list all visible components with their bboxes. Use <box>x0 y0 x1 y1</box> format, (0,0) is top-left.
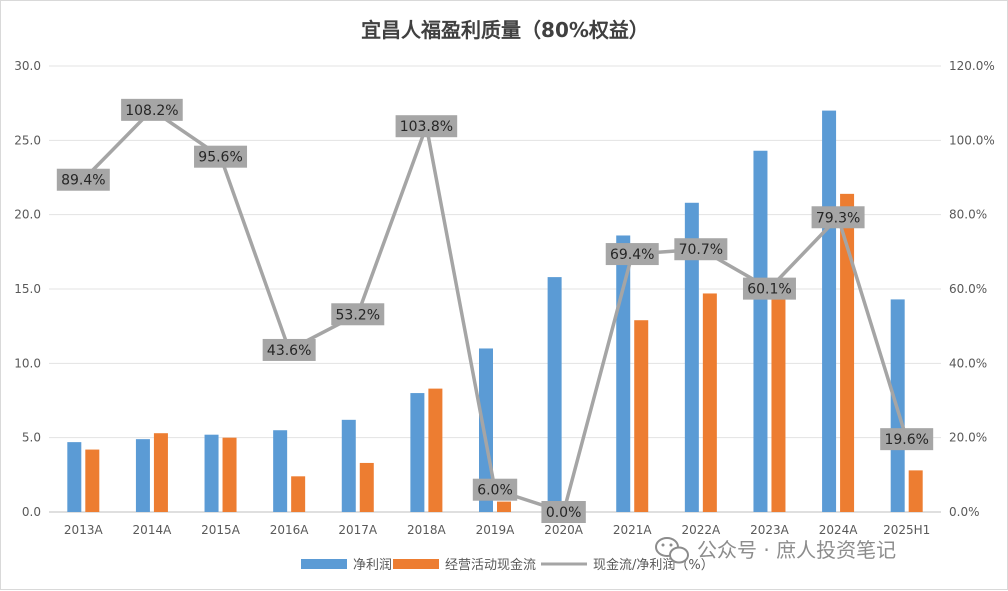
x-tick-label: 2014A <box>133 523 173 537</box>
x-tick-label: 2019A <box>476 523 516 537</box>
bar-net-profit <box>616 235 631 513</box>
ratio-label: 79.3% <box>816 210 860 226</box>
ratio-label-box <box>742 277 796 300</box>
x-tick-label: 2021A <box>613 523 653 537</box>
watermark-text: 公众号 · 庶人投资笔记 <box>697 538 896 562</box>
bar-operating-cashflow <box>222 437 237 512</box>
bar-net-profit <box>684 202 699 513</box>
y-left-tick-label: 10.0 <box>14 356 41 370</box>
bar-net-profit <box>204 434 219 512</box>
ratio-label-box <box>472 478 518 501</box>
y-left-tick-label: 25.0 <box>14 133 41 147</box>
bar-operating-cashflow <box>908 470 923 512</box>
ratio-label: 6.0% <box>477 483 513 499</box>
bar-net-profit <box>479 348 493 512</box>
legend-label-operating-cashflow: 经营活动现金流 <box>445 557 536 573</box>
y-right-tick-label: 80.0% <box>949 208 987 222</box>
ratio-label: 0.0% <box>546 505 582 521</box>
x-tick-label: 2024A <box>819 523 859 537</box>
y-right-tick-label: 20.0% <box>949 431 987 445</box>
axis-labels: 0.0 5.0 10.0 15.0 20.0 25.0 30.0 0.0% 20.0% 40.0%… <box>14 59 994 537</box>
legend-swatch-net-profit <box>301 559 347 569</box>
x-tick-label: 2018A <box>407 523 447 537</box>
x-tick-label: 2015A <box>201 523 241 537</box>
ratio-label: 69.4% <box>610 247 654 263</box>
ratio-label: 89.4% <box>61 173 105 189</box>
legend-label-ratio: 现金流/净利润（%） <box>593 557 714 573</box>
y-left-tick-label: 30.0 <box>14 59 41 73</box>
bar-net-profit <box>547 277 562 512</box>
bar-net-profit <box>273 430 288 512</box>
ratio-label-box <box>194 145 248 168</box>
ratio-label-box <box>541 501 586 523</box>
ratio-label: 70.7% <box>679 242 723 258</box>
bar-operating-cashflow <box>85 449 100 512</box>
ratio-label-box <box>331 303 385 326</box>
ratio-label-box <box>880 428 934 451</box>
bar-net-profit <box>410 393 425 512</box>
x-tick-label: 2020A <box>544 523 584 537</box>
y-right-tick-label: 60.0% <box>949 282 987 296</box>
x-tick-label: 2013A <box>64 523 104 537</box>
bar-operating-cashflow <box>291 476 306 512</box>
y-left-tick-label: 0.0 <box>22 505 41 519</box>
legend-swatch-operating-cashflow <box>393 559 439 569</box>
bar-operating-cashflow <box>634 320 649 512</box>
bar-net-profit <box>822 110 837 512</box>
ratio-label: 95.6% <box>198 150 242 166</box>
y-left-tick-label: 15.0 <box>14 282 41 296</box>
x-tick-label: 2023A <box>750 523 790 537</box>
bar-operating-cashflow <box>702 293 717 512</box>
bar-operating-cashflow <box>428 388 443 512</box>
wechat-icon <box>655 537 689 564</box>
bars <box>67 110 923 513</box>
y-right-tick-label: 40.0% <box>949 356 987 370</box>
y-right-tick-label: 100.0% <box>949 133 995 147</box>
bar-operating-cashflow <box>359 462 374 512</box>
ratio-label-box <box>811 206 865 229</box>
ratio-label: 43.6% <box>267 343 311 359</box>
legend-label-net-profit: 净利润 <box>353 558 392 573</box>
bar-operating-cashflow <box>497 501 511 512</box>
bar-net-profit <box>753 150 768 513</box>
y-left-tick-label: 20.0 <box>14 208 41 222</box>
y-right-tick-label: 0.0% <box>949 505 980 519</box>
ratio-label-box <box>395 115 458 138</box>
bar-net-profit <box>67 442 82 512</box>
bar-operating-cashflow <box>840 193 855 512</box>
x-tick-label: 2022A <box>681 523 721 537</box>
x-tick-label: 2016A <box>270 523 310 537</box>
bar-operating-cashflow <box>771 294 786 512</box>
x-tick-label: 2025H1 <box>883 523 930 537</box>
ratio-label: 108.2% <box>125 103 178 119</box>
ratio-label-box <box>262 338 316 361</box>
bar-operating-cashflow <box>153 433 168 512</box>
y-left-tick-label: 5.0 <box>22 431 41 445</box>
bar-net-profit <box>135 439 150 512</box>
ratio-label: 103.8% <box>400 119 453 135</box>
ratio-label-box <box>56 168 110 191</box>
watermark: 公众号 · 庶人投资笔记 <box>655 537 896 564</box>
x-tick-label: 2017A <box>338 523 378 537</box>
ratio-labels: 89.4% 108.2% 95.6% 43.6% 53.2% 103.8% 6.0% 0.0%… <box>56 98 934 523</box>
ratio-label: 53.2% <box>336 307 380 323</box>
y-right-tick-label: 120.0% <box>949 59 995 73</box>
ratio-label-box <box>674 238 728 261</box>
legend: 净利润 经营活动现金流 现金流/净利润（%） <box>301 557 714 573</box>
ratio-label-box <box>605 243 659 266</box>
bar-net-profit <box>341 419 356 512</box>
ratio-label: 19.6% <box>884 432 928 448</box>
chart-title: 宜昌人福盈利质量（80%权益） <box>361 18 649 42</box>
ratio-label: 60.1% <box>747 282 791 298</box>
ratio-label-box <box>121 98 183 121</box>
